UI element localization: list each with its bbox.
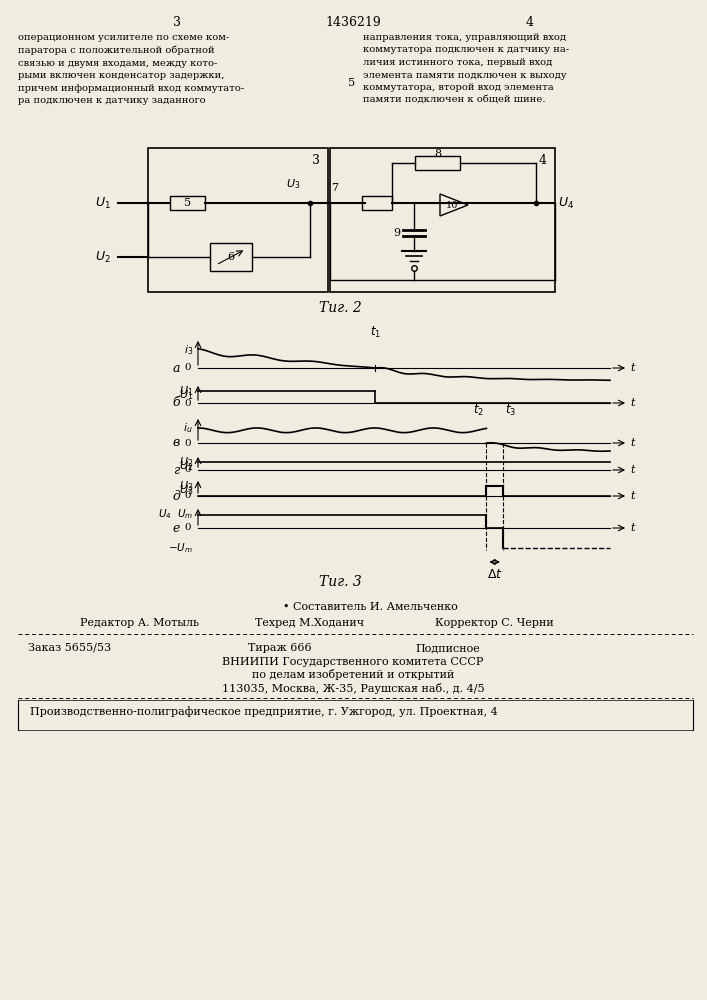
Text: 113035, Москва, Ж-35, Раушская наб., д. 4/5: 113035, Москва, Ж-35, Раушская наб., д. …: [222, 682, 484, 694]
Text: $i_3$: $i_3$: [184, 343, 193, 357]
Text: $t_1$: $t_1$: [370, 325, 380, 340]
Text: $U_1$: $U_1$: [179, 384, 193, 398]
Text: $U_2$: $U_2$: [179, 459, 193, 473]
Bar: [210, 243, 252, 271]
Text: б: б: [173, 396, 180, 410]
Text: е: е: [173, 522, 180, 534]
Text: 0: 0: [185, 491, 191, 500]
Text: t: t: [630, 465, 634, 475]
Text: $-U_m$: $-U_m$: [168, 541, 193, 555]
Text: $i_u$: $i_u$: [183, 421, 193, 435]
Text: 0: 0: [185, 398, 191, 408]
Text: $U_2$: $U_2$: [95, 249, 111, 265]
Text: Производственно-полиграфическое предприятие, г. Ужгород, ул. Проектная, 4: Производственно-полиграфическое предприя…: [30, 707, 498, 717]
Text: $t_3$: $t_3$: [505, 403, 516, 418]
Text: в: в: [173, 436, 180, 450]
Text: 0: 0: [185, 438, 191, 448]
Text: Корректор С. Черни: Корректор С. Черни: [435, 618, 554, 628]
Text: $t_2$: $t_2$: [474, 403, 484, 418]
Text: Подписное: Подписное: [415, 643, 480, 653]
Text: t: t: [630, 363, 634, 373]
Text: $U_3$: $U_3$: [179, 483, 193, 497]
Text: 3: 3: [173, 15, 181, 28]
Text: t: t: [630, 438, 634, 448]
Text: 6: 6: [228, 252, 235, 262]
Text: 0: 0: [185, 524, 191, 532]
Text: 4: 4: [539, 154, 547, 167]
Text: ВНИИПИ Государственного комитета СССР: ВНИИПИ Государственного комитета СССР: [222, 657, 484, 667]
Text: t: t: [630, 491, 634, 501]
Text: г: г: [173, 464, 179, 477]
Text: 1436219: 1436219: [325, 15, 381, 28]
Text: 4: 4: [526, 15, 534, 28]
Text: $U_3$: $U_3$: [179, 479, 193, 493]
Bar: [170, 196, 205, 210]
Text: Заказ 5655/53: Заказ 5655/53: [28, 643, 111, 653]
Bar: [415, 156, 460, 170]
Bar: [148, 148, 328, 292]
Text: Τиг. 3: Τиг. 3: [319, 575, 361, 589]
Text: $U_2$: $U_2$: [179, 455, 193, 468]
Polygon shape: [440, 194, 468, 216]
Text: 5: 5: [184, 198, 191, 208]
Bar: [362, 196, 392, 210]
Text: t: t: [630, 398, 634, 408]
Text: направления тока, управляющий вход
коммутатора подключен к датчику на-
личия ист: направления тока, управляющий вход комму…: [363, 33, 569, 104]
Text: 0: 0: [185, 363, 191, 372]
Text: $U_1$: $U_1$: [95, 195, 111, 211]
Text: $U_1$: $U_1$: [179, 388, 193, 402]
Text: 10: 10: [446, 200, 458, 210]
Text: операционном усилителе по схеме ком-
паратора с положительной обратной
связью и : операционном усилителе по схеме ком- пар…: [18, 33, 244, 105]
Text: Тираж 666: Тираж 666: [248, 643, 312, 653]
Text: 9: 9: [393, 228, 400, 238]
Text: Редактор А. Мотыль: Редактор А. Мотыль: [80, 618, 199, 628]
Text: $U_3$: $U_3$: [286, 177, 300, 191]
Text: Τиг. 2: Τиг. 2: [319, 301, 361, 315]
Text: по делам изобретений и открытий: по делам изобретений и открытий: [252, 670, 454, 680]
Text: • Составитель И. Амельченко: • Составитель И. Амельченко: [283, 602, 457, 612]
Text: 3: 3: [312, 154, 320, 167]
Text: $\Delta t$: $\Delta t$: [486, 568, 503, 581]
Text: $U_4$  $U_m$: $U_4$ $U_m$: [158, 508, 193, 521]
Text: а: а: [173, 361, 180, 374]
Text: 5: 5: [349, 78, 356, 88]
Text: 0: 0: [185, 466, 191, 475]
Text: $U_4$: $U_4$: [558, 195, 574, 211]
Text: t: t: [630, 523, 634, 533]
Text: 8: 8: [434, 149, 441, 159]
Bar: [330, 148, 555, 292]
Text: Техред М.Ходанич: Техред М.Ходанич: [255, 618, 364, 628]
Text: д: д: [172, 489, 180, 502]
Text: 7: 7: [332, 183, 339, 193]
